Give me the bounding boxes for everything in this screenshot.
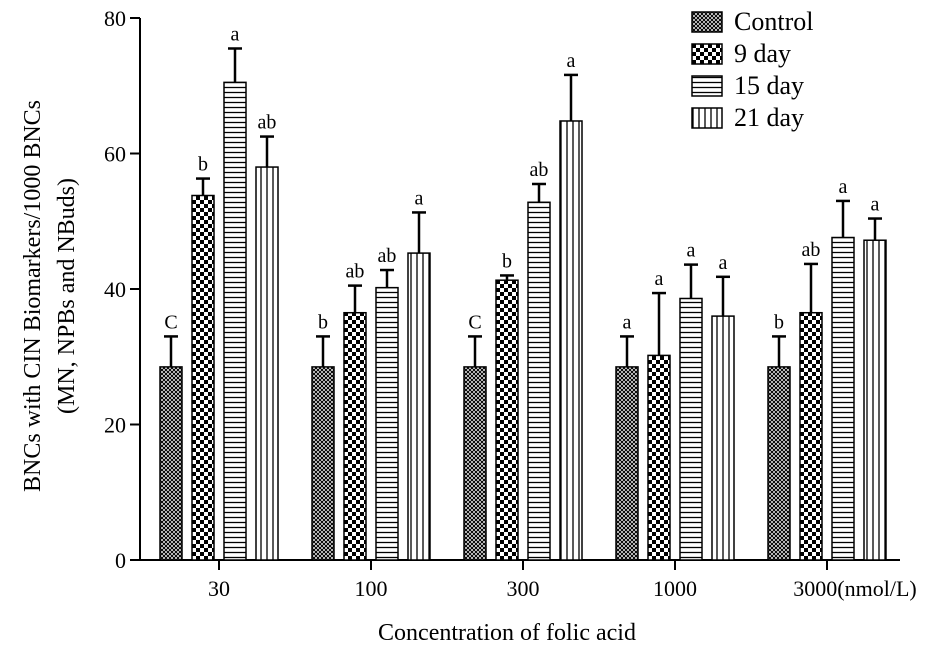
significance-label: a (623, 311, 632, 333)
bar (191, 194, 215, 561)
bar (495, 279, 519, 561)
legend-swatch (691, 11, 723, 33)
significance-label: ab (530, 159, 549, 181)
bar (615, 366, 639, 561)
bar (647, 354, 671, 561)
bar (863, 239, 887, 561)
y-axis-title-line2: (MN, NPBs and NBuds) (54, 178, 80, 414)
y-axis-title-line1: BNCs with CIN Biomarkers/1000 BNCs (20, 100, 46, 492)
significance-label: a (567, 50, 576, 72)
bar (711, 315, 735, 561)
significance-label: a (415, 187, 424, 209)
bar (831, 236, 855, 561)
significance-label: ab (346, 261, 365, 283)
bar (343, 311, 367, 561)
legend: Control 9 day 15 day 21 day (691, 7, 813, 132)
significance-label: a (655, 268, 664, 290)
legend-swatch (691, 75, 723, 97)
bar (311, 366, 335, 561)
significance-label: b (502, 250, 512, 272)
legend-swatch (691, 107, 723, 129)
legend-swatch (691, 43, 723, 65)
bar (255, 166, 279, 561)
y-tick-label: 40 (104, 277, 126, 302)
bar (527, 201, 551, 561)
significance-label: a (871, 194, 880, 216)
significance-label: ab (802, 239, 821, 261)
x-tick-label: 3000(nmol/L) (793, 576, 916, 601)
bar (463, 366, 487, 561)
y-tick-label: 20 (104, 413, 126, 438)
plot-area: 02040608030Cbaab100bababa300Cbaba1000aaa… (104, 6, 917, 601)
legend-label: Control (734, 7, 813, 36)
significance-label: ab (378, 245, 397, 267)
x-tick-label: 300 (507, 576, 540, 601)
legend-label: 21 day (734, 103, 804, 132)
significance-label: a (231, 23, 240, 45)
bar (223, 81, 247, 561)
bar (767, 366, 791, 561)
significance-label: a (839, 176, 848, 198)
significance-label: b (198, 154, 208, 176)
bar (799, 311, 823, 561)
y-tick-label: 80 (104, 6, 126, 31)
legend-label: 9 day (734, 39, 791, 68)
bar (407, 252, 431, 561)
x-tick-label: 1000 (653, 576, 697, 601)
bar (375, 286, 399, 561)
significance-label: C (164, 311, 177, 333)
y-tick-label: 0 (115, 548, 126, 573)
significance-label: C (468, 311, 481, 333)
bar (679, 297, 703, 561)
x-tick-label: 30 (208, 576, 230, 601)
bar (559, 120, 583, 561)
y-tick-label: 60 (104, 142, 126, 167)
x-axis-title: Concentration of folic acid (378, 620, 636, 646)
bar (159, 366, 183, 561)
significance-label: a (687, 240, 696, 262)
significance-label: b (774, 311, 784, 333)
significance-label: ab (258, 112, 277, 134)
legend-label: 15 day (734, 71, 804, 100)
x-tick-label: 100 (355, 576, 388, 601)
significance-label: b (318, 311, 328, 333)
significance-label: a (719, 252, 728, 274)
